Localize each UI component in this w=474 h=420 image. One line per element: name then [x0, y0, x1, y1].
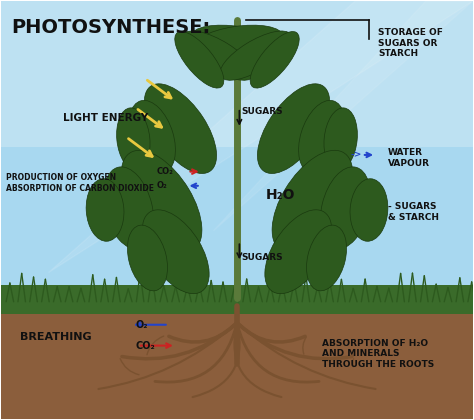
- Ellipse shape: [121, 150, 202, 253]
- Text: PRODUCTION OF OXYGEN
ABSORPTION OF CARBON DIOXIDE: PRODUCTION OF OXYGEN ABSORPTION OF CARBO…: [6, 173, 154, 193]
- Text: LIGHT ENERGY: LIGHT ENERGY: [63, 113, 148, 123]
- Text: SUGARS: SUGARS: [242, 254, 283, 262]
- Ellipse shape: [320, 167, 370, 249]
- FancyBboxPatch shape: [1, 294, 473, 419]
- Text: ABSORPTION OF H₂O
AND MINERALS
THROUGH THE ROOTS: ABSORPTION OF H₂O AND MINERALS THROUGH T…: [322, 339, 434, 369]
- FancyBboxPatch shape: [1, 285, 473, 314]
- Polygon shape: [48, 1, 473, 273]
- Text: PHOTOSYNTHESE:: PHOTOSYNTHESE:: [11, 18, 210, 37]
- Ellipse shape: [191, 25, 283, 61]
- Ellipse shape: [299, 100, 345, 173]
- Ellipse shape: [220, 31, 292, 80]
- Ellipse shape: [307, 225, 346, 291]
- Ellipse shape: [128, 225, 167, 291]
- Text: H₂O: H₂O: [265, 189, 295, 202]
- Ellipse shape: [129, 100, 175, 173]
- FancyBboxPatch shape: [1, 294, 473, 314]
- Ellipse shape: [250, 32, 299, 88]
- Text: SUGARS: SUGARS: [242, 108, 283, 116]
- Text: BREATHING: BREATHING: [20, 332, 92, 342]
- Ellipse shape: [257, 84, 329, 173]
- Ellipse shape: [145, 84, 217, 173]
- Ellipse shape: [142, 210, 209, 294]
- Text: CO₂: CO₂: [157, 167, 174, 176]
- Text: O₂: O₂: [136, 320, 148, 330]
- Ellipse shape: [117, 108, 150, 170]
- Text: WATER
VAPOUR: WATER VAPOUR: [388, 148, 430, 168]
- Text: STORAGE OF
SUGARS OR
STARCH: STORAGE OF SUGARS OR STARCH: [378, 28, 443, 58]
- Text: CO₂: CO₂: [136, 341, 155, 351]
- Ellipse shape: [191, 25, 283, 61]
- Polygon shape: [213, 1, 473, 231]
- Ellipse shape: [272, 150, 353, 253]
- Ellipse shape: [350, 179, 388, 241]
- Text: O₂: O₂: [157, 181, 168, 190]
- FancyBboxPatch shape: [1, 1, 473, 147]
- Ellipse shape: [86, 179, 124, 241]
- Text: ->: ->: [350, 150, 362, 160]
- FancyBboxPatch shape: [1, 1, 473, 294]
- Text: - SUGARS
& STARCH: - SUGARS & STARCH: [388, 202, 439, 222]
- Ellipse shape: [324, 108, 357, 170]
- Ellipse shape: [104, 167, 154, 249]
- Ellipse shape: [182, 31, 254, 80]
- Ellipse shape: [265, 210, 332, 294]
- Ellipse shape: [175, 32, 224, 88]
